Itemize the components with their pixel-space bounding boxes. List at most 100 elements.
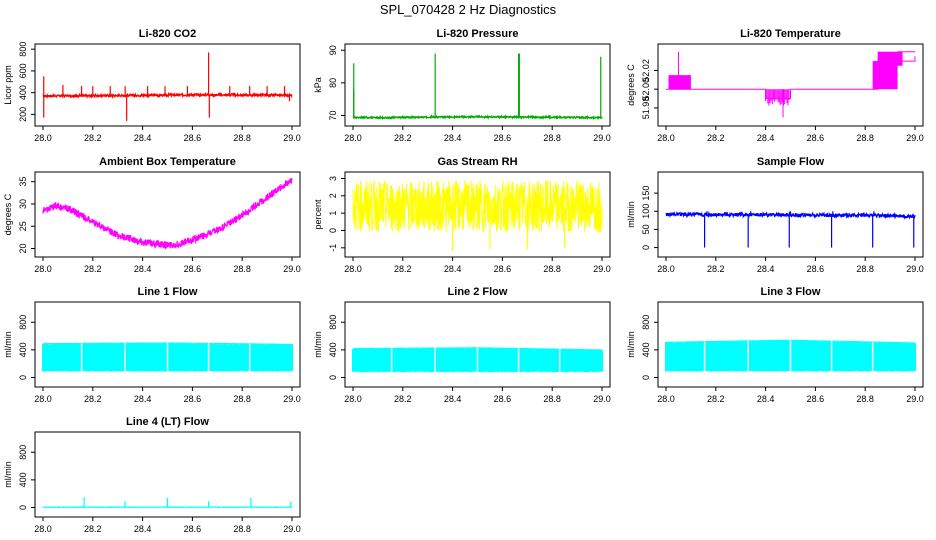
panel-9: Line 3 Flow ml/min 0 400 800 28.0 28.2 28.4 28.6… bbox=[626, 286, 924, 404]
y-axis-label: kPa bbox=[313, 77, 323, 93]
plot-frame bbox=[344, 43, 611, 127]
plot-frame bbox=[657, 43, 924, 127]
x-tick-label: 28.0 bbox=[344, 264, 362, 274]
y-tick-label: 3 bbox=[328, 176, 338, 181]
x-tick-label: 29.0 bbox=[283, 133, 301, 143]
x-tick-label: 28.4 bbox=[757, 394, 775, 404]
y-tick-label: 80 bbox=[328, 78, 338, 88]
x-tick-label: 28.8 bbox=[543, 394, 561, 404]
x-tick-label: 29.0 bbox=[283, 524, 301, 534]
y-tick-label: 400 bbox=[18, 472, 28, 487]
x-tick-label: 28.8 bbox=[856, 133, 874, 143]
x-tick-label: 28.8 bbox=[233, 133, 251, 143]
y-tick-label: 800 bbox=[641, 315, 651, 330]
x-tick-label: 28.0 bbox=[34, 264, 52, 274]
x-tick-label: 28.8 bbox=[233, 394, 251, 404]
x-tick-label: 28.4 bbox=[134, 394, 152, 404]
panel-title: Line 2 Flow bbox=[448, 286, 508, 298]
x-tick-label: 28.8 bbox=[856, 264, 874, 274]
x-tick-label: 28.4 bbox=[134, 133, 152, 143]
plot-area bbox=[665, 339, 916, 372]
y-axis-label: degrees C bbox=[3, 193, 13, 235]
x-tick-label: 28.6 bbox=[184, 264, 202, 274]
x-tick-label: 28.0 bbox=[344, 394, 362, 404]
plot-area bbox=[352, 53, 603, 121]
y-tick-label: 100 bbox=[641, 204, 651, 219]
y-tick-label: 150 bbox=[641, 186, 651, 201]
series-line bbox=[42, 178, 293, 250]
x-tick-label: 28.0 bbox=[657, 264, 675, 274]
panel-title: Li-820 Temperature bbox=[740, 28, 841, 40]
panel-title: Line 4 (LT) Flow bbox=[126, 416, 209, 428]
figure-title: SPL_070428 2 Hz Diagnostics bbox=[380, 2, 557, 17]
x-tick-label: 28.6 bbox=[494, 264, 512, 274]
x-tick-label: 28.0 bbox=[657, 394, 675, 404]
y-tick-label: 600 bbox=[18, 63, 28, 78]
flicker-block bbox=[877, 51, 903, 66]
x-tick-label: 28.0 bbox=[34, 524, 52, 534]
plot-frame bbox=[344, 171, 611, 258]
x-tick-label: 29.0 bbox=[906, 133, 924, 143]
x-tick-label: 28.6 bbox=[807, 394, 825, 404]
y-axis-label: ml/min bbox=[3, 461, 13, 488]
y-axis-label: ml/min bbox=[626, 331, 636, 358]
plot-area bbox=[42, 342, 293, 372]
plot-area bbox=[352, 180, 603, 252]
plot-area bbox=[665, 210, 916, 248]
y-tick-label: 20 bbox=[18, 244, 28, 254]
x-tick-label: 28.4 bbox=[134, 524, 152, 534]
y-axis-label: percent bbox=[313, 199, 323, 230]
x-tick-label: 28.0 bbox=[34, 133, 52, 143]
x-tick-label: 28.2 bbox=[84, 524, 102, 534]
y-axis-label: ml/min bbox=[3, 331, 13, 358]
y-tick-label: 52.02 bbox=[641, 59, 651, 82]
x-tick-label: 28.2 bbox=[394, 394, 412, 404]
y-axis-label: ml/min bbox=[313, 331, 323, 358]
y-tick-label: 1 bbox=[328, 211, 338, 216]
y-tick-label: 52.00 bbox=[641, 78, 651, 101]
x-tick-label: 28.2 bbox=[84, 133, 102, 143]
x-tick-label: 28.6 bbox=[184, 133, 202, 143]
y-tick-label: 400 bbox=[328, 342, 338, 357]
x-tick-label: 28.6 bbox=[807, 133, 825, 143]
series-line bbox=[352, 180, 603, 234]
panel-8: Line 2 Flow ml/min 0 400 800 28.0 28.2 28.4 28.6… bbox=[313, 286, 611, 404]
x-tick-label: 28.6 bbox=[807, 264, 825, 274]
series-line bbox=[42, 91, 293, 100]
x-tick-label: 28.4 bbox=[444, 394, 462, 404]
y-axis-label: Licor ppm bbox=[3, 65, 13, 105]
y-axis-label: degrees C bbox=[626, 64, 636, 106]
y-tick-label: 0 bbox=[641, 375, 651, 380]
plot-area bbox=[42, 52, 293, 121]
x-tick-label: 28.8 bbox=[543, 264, 561, 274]
y-tick-label: 0 bbox=[641, 245, 651, 250]
panel-7: Line 1 Flow ml/min 0 400 800 28.0 28.2 28.4 28.6… bbox=[3, 286, 301, 404]
x-tick-label: 28.6 bbox=[184, 524, 202, 534]
y-tick-label: 35 bbox=[18, 177, 28, 187]
y-tick-label: 800 bbox=[18, 315, 28, 330]
x-tick-label: 28.0 bbox=[657, 133, 675, 143]
x-tick-label: 28.2 bbox=[707, 133, 725, 143]
x-tick-label: 29.0 bbox=[906, 264, 924, 274]
panel-1: Li-820 CO2 Licor ppm 200 400 600 800 28.0 28.2 2… bbox=[3, 28, 301, 143]
plot-frame bbox=[34, 43, 301, 127]
x-tick-label: 28.4 bbox=[444, 264, 462, 274]
x-tick-label: 28.6 bbox=[184, 394, 202, 404]
y-tick-label: 30 bbox=[18, 199, 28, 209]
x-tick-label: 29.0 bbox=[593, 133, 611, 143]
y-tick-label: 0 bbox=[18, 505, 28, 510]
y-tick-label: 25 bbox=[18, 221, 28, 231]
panel-title: Li-820 Pressure bbox=[437, 28, 519, 40]
x-tick-label: 28.8 bbox=[856, 394, 874, 404]
x-tick-label: 29.0 bbox=[283, 394, 301, 404]
panel-6: Sample Flow ml/min 0 50 100 150 28.0 28.2 28.4 28… bbox=[626, 156, 924, 274]
y-tick-label: 800 bbox=[328, 315, 338, 330]
y-tick-label: 800 bbox=[18, 42, 28, 57]
x-tick-label: 29.0 bbox=[593, 394, 611, 404]
x-tick-label: 28.0 bbox=[34, 394, 52, 404]
x-tick-label: 28.2 bbox=[394, 264, 412, 274]
panel-title: Line 1 Flow bbox=[138, 286, 198, 298]
y-tick-label: -1 bbox=[328, 244, 338, 252]
plot-frame bbox=[34, 171, 301, 258]
